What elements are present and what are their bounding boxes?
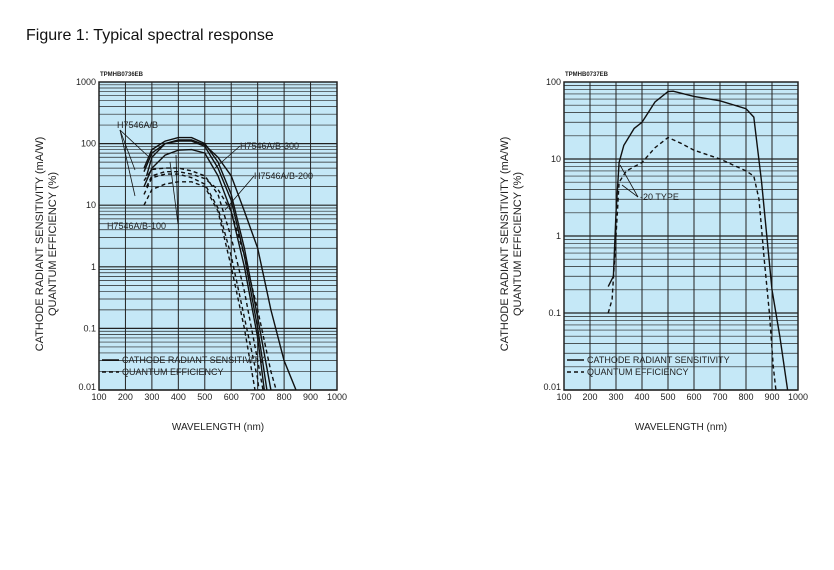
x-tick-label: 200: [582, 392, 597, 402]
x-tick-label: 400: [634, 392, 649, 402]
series-line: [143, 173, 260, 391]
annotation-leader: [119, 129, 151, 159]
annotation-leader: [621, 184, 639, 198]
x-tick-label: 500: [660, 392, 675, 402]
y-tick-label: 100: [546, 77, 561, 87]
annotation-label: H7546A/B-100: [107, 221, 166, 231]
y-axis-title: QUANTUM EFFICIENCY (%): [512, 172, 524, 316]
x-tick-label: 600: [686, 392, 701, 402]
x-tick-label: 300: [608, 392, 623, 402]
annotation-leader: [214, 145, 241, 169]
y-axis-title: QUANTUM EFFICIENCY (%): [47, 172, 59, 316]
chart-1: 100 200 300 400 500 600 700 800 900 1000 0.01 0.1 1 1…: [34, 72, 347, 433]
x-tick-label: 1000: [327, 392, 347, 402]
legend-label: CATHODE RADIANT SENSITIVITY: [122, 355, 265, 365]
annotation-leader: [169, 161, 179, 225]
x-tick-label: 700: [250, 392, 265, 402]
series-line: [143, 140, 268, 391]
x-tick-label: 700: [712, 392, 727, 402]
x-tick-label: 400: [171, 392, 186, 402]
x-tick-label: 600: [224, 392, 239, 402]
series-line: [143, 181, 256, 391]
series-line: [145, 171, 277, 391]
y-tick-label: 0.01: [78, 382, 96, 392]
legend-label: CATHODE RADIANT SENSITIVITY: [587, 355, 730, 365]
y-tick-label: 10: [86, 200, 96, 210]
y-tick-label: 0.1: [83, 323, 96, 333]
chart-code: TPMHB0736EB: [100, 72, 144, 78]
legend-label: QUANTUM EFFICIENCY: [587, 367, 689, 377]
x-tick-label: 900: [764, 392, 779, 402]
plot-area: [99, 82, 337, 390]
annotation-label: H7546A/B-300: [240, 141, 299, 151]
y-tick-label: 0.1: [548, 308, 561, 318]
plot-frame: [98, 81, 338, 391]
x-tick-label: 100: [91, 392, 106, 402]
y-tick-label: 100: [81, 139, 96, 149]
chart-code: TPMHB0737EB: [565, 72, 609, 78]
y-axis-title: CATHODE RADIANT SENSITIVITY (mA/W): [34, 137, 46, 352]
chart-2: 100 200 300 400 500 600 700 800 900 1000 0.01 0.1 1 1…: [499, 72, 808, 433]
annotation-leader: [175, 154, 179, 225]
y-tick-label: 1: [91, 262, 96, 272]
annotation-leader: [119, 129, 136, 197]
figure-title: Figure 1: Typical spectral response: [26, 27, 274, 44]
x-tick-label: 800: [277, 392, 292, 402]
x-tick-label: 800: [738, 392, 753, 402]
series-line: [607, 136, 777, 391]
y-tick-label: 0.01: [543, 382, 561, 392]
series-line: [143, 148, 265, 391]
x-tick-label: 500: [197, 392, 212, 402]
annotation-label: H7546A/B: [117, 120, 158, 130]
annotation-leader: [224, 175, 255, 211]
x-tick-label: 200: [118, 392, 133, 402]
series-line: [143, 167, 264, 391]
legend-label: QUANTUM EFFICIENCY: [122, 367, 224, 377]
annotation-leader: [619, 164, 639, 198]
y-tick-label: 1: [556, 231, 561, 241]
x-tick-label: 900: [303, 392, 318, 402]
x-tick-label: 300: [144, 392, 159, 402]
annotation-leader: [119, 129, 136, 171]
plot-frame: [563, 81, 799, 391]
series-line: [607, 90, 789, 391]
x-tick-label: 100: [556, 392, 571, 402]
y-tick-label: 1000: [76, 77, 96, 87]
x-tick-label: 1000: [788, 392, 808, 402]
y-tick-label: 10: [551, 154, 561, 164]
annotation-label: -20 TYPE: [640, 192, 679, 202]
y-axis-title: CATHODE RADIANT SENSITIVITY (mA/W): [499, 137, 511, 352]
x-axis-title: WAVELENGTH (nm): [635, 422, 727, 433]
x-axis-title: WAVELENGTH (nm): [172, 422, 264, 433]
annotation-label: H7546A/B-200: [254, 171, 313, 181]
